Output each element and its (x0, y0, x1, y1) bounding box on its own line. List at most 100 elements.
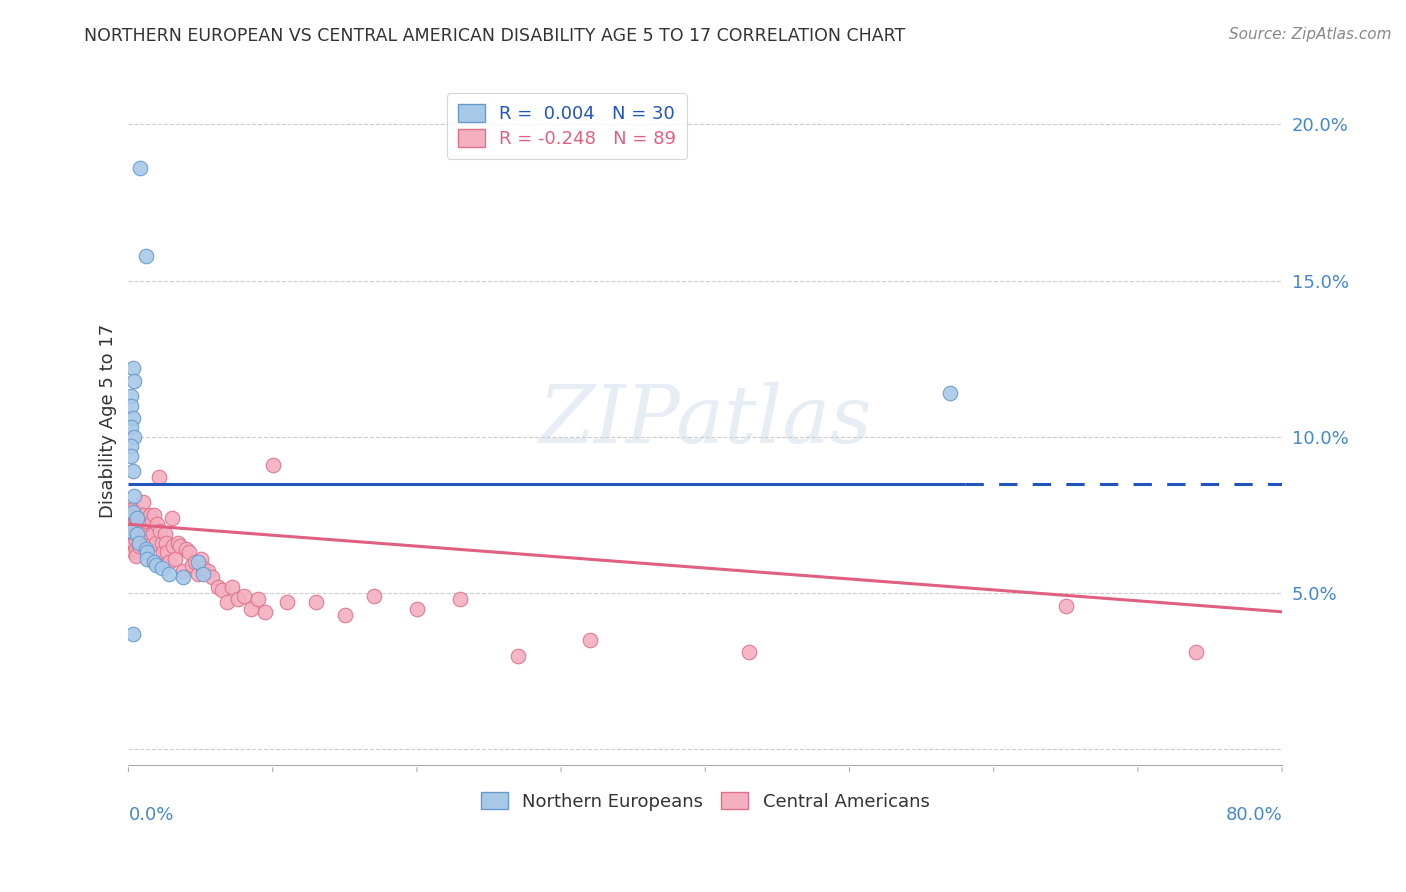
Point (150, 561, 173, 575)
Point (254, 605, 277, 619)
Point (221, 580, 243, 594)
Point (129, 533, 152, 547)
Point (145, 558, 167, 572)
Point (156, 545, 179, 559)
Point (197, 564, 219, 578)
Point (120, 524, 142, 538)
Point (135, 542, 157, 557)
Point (121, 626, 143, 640)
Point (262, 458, 284, 472)
Point (120, 449, 142, 463)
Point (166, 536, 188, 550)
Point (120, 524, 142, 538)
Point (122, 545, 145, 559)
Point (160, 511, 183, 525)
Point (172, 564, 194, 578)
Point (121, 501, 143, 516)
Text: 80.0%: 80.0% (1226, 805, 1282, 823)
Point (125, 542, 148, 557)
Point (139, 508, 162, 522)
Point (184, 555, 207, 569)
Point (939, 386, 962, 401)
Point (506, 648, 529, 663)
Point (121, 536, 143, 550)
Point (127, 526, 149, 541)
Point (157, 567, 180, 582)
Point (141, 514, 163, 528)
Point (121, 520, 143, 534)
Point (129, 161, 152, 175)
Point (737, 645, 759, 659)
Point (143, 508, 166, 522)
Point (232, 589, 254, 603)
Point (136, 545, 159, 559)
Point (211, 582, 233, 597)
Point (215, 595, 238, 609)
Point (134, 526, 156, 541)
Point (120, 439, 142, 453)
Point (1184, 645, 1206, 659)
Point (449, 592, 471, 607)
Point (127, 511, 149, 525)
Point (305, 595, 328, 609)
Point (121, 520, 143, 534)
Point (125, 549, 148, 563)
Point (169, 539, 191, 553)
Point (122, 526, 145, 541)
Point (128, 517, 150, 532)
Point (127, 514, 149, 528)
Point (162, 539, 184, 553)
Point (127, 505, 149, 519)
Point (121, 361, 143, 376)
Point (207, 580, 229, 594)
Point (120, 501, 142, 516)
Point (240, 601, 263, 615)
Point (127, 526, 149, 541)
Point (121, 505, 143, 519)
Point (120, 533, 142, 547)
Point (120, 389, 142, 403)
Point (145, 536, 167, 550)
Point (181, 558, 204, 572)
Point (174, 542, 197, 557)
Point (247, 592, 270, 607)
Point (122, 508, 145, 522)
Point (125, 533, 148, 547)
Point (190, 551, 212, 566)
Point (146, 517, 169, 532)
Point (128, 530, 150, 544)
Text: 0.0%: 0.0% (128, 805, 174, 823)
Point (121, 511, 143, 525)
Point (120, 399, 142, 413)
Point (155, 536, 177, 550)
Point (187, 567, 209, 582)
Point (132, 520, 155, 534)
Point (131, 526, 153, 541)
Point (122, 489, 145, 503)
Point (193, 567, 215, 582)
Point (122, 430, 145, 444)
Point (120, 420, 142, 434)
Legend: Northern Europeans, Central Americans: Northern Europeans, Central Americans (474, 784, 936, 818)
Point (579, 632, 602, 647)
Point (157, 555, 180, 569)
Point (163, 551, 186, 566)
Point (149, 524, 172, 538)
Point (128, 536, 150, 550)
Point (121, 530, 143, 544)
Point (193, 561, 215, 575)
Point (132, 495, 155, 509)
Point (136, 551, 159, 566)
Point (153, 526, 176, 541)
Y-axis label: Disability Age 5 to 17: Disability Age 5 to 17 (100, 324, 117, 518)
Point (138, 539, 160, 553)
Point (143, 555, 166, 569)
Point (120, 517, 142, 532)
Point (121, 464, 143, 478)
Point (121, 526, 143, 541)
Point (120, 511, 142, 525)
Point (226, 592, 249, 607)
Text: NORTHERN EUROPEAN VS CENTRAL AMERICAN DISABILITY AGE 5 TO 17 CORRELATION CHART: NORTHERN EUROPEAN VS CENTRAL AMERICAN DI… (84, 27, 905, 45)
Point (172, 570, 194, 584)
Point (125, 514, 148, 528)
